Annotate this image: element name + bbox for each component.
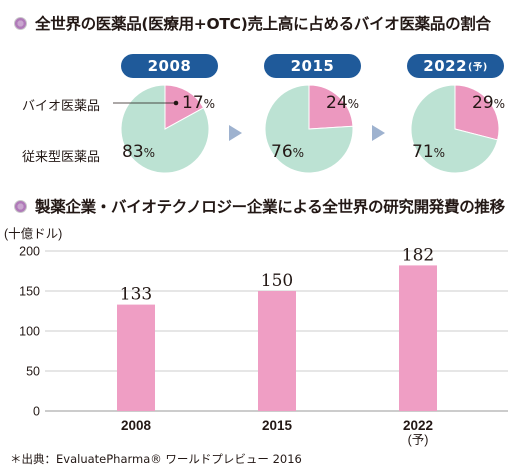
bar-2015 [258,291,296,411]
section2-title-text: 製薬企業・バイオテクノロジー企業による全世界の研究開発費の推移 [35,198,505,216]
pct-unit: % [347,97,360,111]
pct-value: 24 [326,93,348,113]
section2-title: 製薬企業・バイオテクノロジー企業による全世界の研究開発費の推移 [14,195,505,217]
y-tick-label: 50 [26,365,40,379]
pie-leader-dot [173,100,179,106]
y-axis-unit-label: (十億ドル) [4,227,62,241]
pie-legend-conventional: 従来型医薬品 [22,150,101,165]
year-pill-label: 2008 [147,57,192,75]
bar-value-label: 182 [402,245,434,265]
pct-unit: % [143,146,156,160]
x-category-note: (予) [408,433,429,447]
year-pill-label: 2022 [423,57,468,75]
pct-unit: % [292,146,305,160]
pct-unit: % [203,97,216,111]
pie-slice-conventional [120,84,210,174]
year-pill-2008: 2008 [121,54,218,78]
arrow-right-icon [229,125,242,141]
pie-legend-bio: バイオ医薬品 [22,99,101,114]
pct-value: 71 [412,142,434,162]
pie-2022-conventional-pct: 71% [412,142,445,162]
arrow-right-icon [372,125,385,141]
pie-slice-bio [308,84,354,130]
pie-slice-conventional [410,84,499,174]
pct-value: 76 [271,142,293,162]
bullet-icon [14,199,27,213]
y-tick-label: 0 [33,405,40,419]
pie-2015-bio-pct: 24% [326,93,359,113]
pie-slice-bio [164,84,205,130]
bar-value-label: 133 [120,285,152,305]
bar-value-label: 150 [261,271,293,291]
pie-2008-conventional-pct: 83% [122,142,155,162]
bullet-icon [14,16,27,30]
pct-unit: % [433,146,446,160]
source-note: ＊出典：EvaluatePharma® ワールドプレビュー 2016 [10,452,302,466]
pie-charts [113,84,500,174]
section1-title: 全世界の医薬品(医療用+OTC)売上高に占めるバイオ医薬品の割合 [14,12,491,34]
x-category-label: 2022 [403,418,433,433]
year-pill-suffix: (予) [468,62,488,73]
year-pill-2015: 2015 [264,54,361,78]
pct-unit: % [493,97,506,111]
y-tick-label: 200 [19,245,40,259]
pct-value: 83 [122,142,144,162]
pct-value: 29 [472,93,494,113]
x-category-label: 2008 [121,418,152,433]
y-tick-label: 150 [19,285,40,299]
bar-2008 [117,304,155,411]
section1-title-text: 全世界の医薬品(医療用+OTC)売上高に占めるバイオ医薬品の割合 [35,15,491,33]
pie-2008-bio-pct: 17% [182,93,215,113]
bar-2022 [399,265,437,411]
pie-slice-bio [454,84,500,141]
year-pill-2022: 2022 (予) [407,54,504,78]
pct-value: 17 [182,93,204,113]
y-tick-label: 100 [19,325,40,339]
x-category-label: 2015 [262,418,293,433]
pie-slice-conventional [264,84,354,174]
pie-2015-conventional-pct: 76% [271,142,304,162]
year-pill-label: 2015 [290,57,335,75]
pie-2022-bio-pct: 29% [472,93,505,113]
